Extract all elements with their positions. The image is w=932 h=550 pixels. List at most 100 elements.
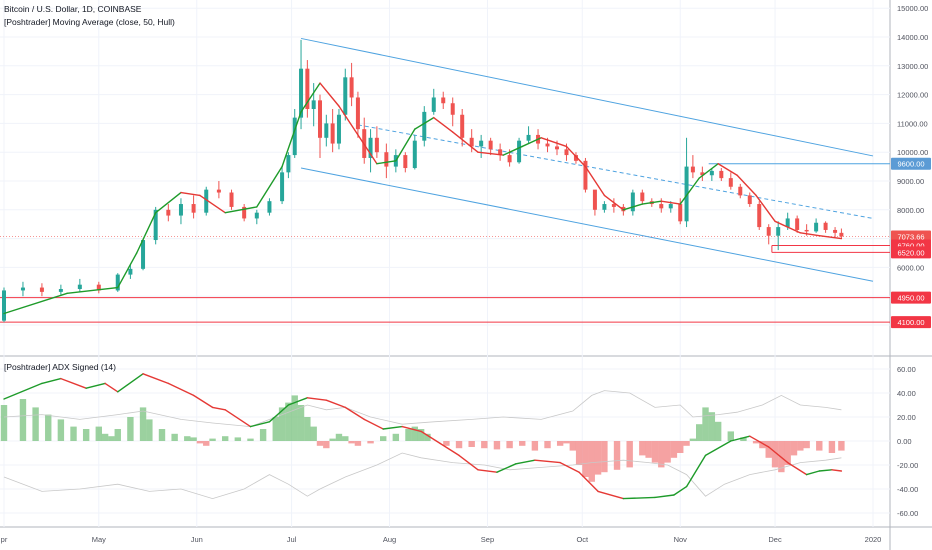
adx-line-segment [578, 471, 599, 493]
adx-tick-label: -40.00 [897, 485, 918, 494]
adx-tick-label: -60.00 [897, 509, 918, 518]
candle-body [709, 170, 714, 176]
adx-histogram-bar [354, 441, 362, 446]
hull-ma-segment [477, 151, 504, 156]
candle-body [738, 186, 743, 196]
plus-di-line [3, 390, 842, 428]
candle-body [450, 103, 455, 115]
candle-body [602, 204, 607, 210]
candle-body [141, 240, 146, 269]
x-tick-label: Nov [674, 535, 688, 544]
adx-histogram-bar [285, 402, 292, 441]
adx-line-segment [3, 382, 43, 400]
candle-body [573, 155, 578, 161]
candle-body [58, 289, 63, 292]
price-axis[interactable]: 15000.00 14000.00 13000.00 12000.00 11000.00… [891, 4, 931, 330]
candle-body [564, 149, 569, 156]
adx-histogram-bar [838, 441, 845, 451]
candle-body [191, 204, 196, 213]
adx-histogram-bar [828, 441, 836, 453]
candle-body [526, 134, 531, 141]
candle-body [330, 123, 335, 144]
candle-body [422, 111, 427, 141]
time-axis[interactable]: pr May Jun Jul Aug Sep Oct Nov Dec 2020 [1, 535, 882, 544]
adx-histogram-bar [702, 407, 709, 441]
hull-ma-segment [224, 206, 258, 214]
symbol-legend[interactable]: Bitcoin / U.S. Dollar, 1D, COINBASE [4, 4, 142, 14]
candle-body [659, 204, 664, 209]
adx-histogram-bar [70, 426, 77, 441]
adx-histogram-bar [714, 421, 722, 441]
adx-line-segment [287, 397, 309, 406]
adx-histogram-bar [190, 437, 197, 441]
candle-body [630, 192, 635, 212]
adx-histogram-bar [481, 441, 488, 449]
adx-histogram-bar [139, 407, 147, 441]
hull-ma-segment [755, 194, 776, 223]
candle-body [286, 155, 291, 173]
adx-histogram-bar [556, 441, 564, 446]
adx-lines [3, 373, 843, 500]
adx-histogram-bar [601, 441, 608, 473]
candle-body [349, 77, 354, 98]
hull-ma-segment [3, 292, 68, 315]
x-tick-label: Sep [481, 535, 494, 544]
candle-body [823, 222, 828, 230]
adx-histogram-bar [645, 441, 652, 458]
adx-histogram-bar [683, 441, 690, 446]
adx-line-segment [805, 470, 820, 476]
adx-legend[interactable]: [Poshtrader] ADX Signed (14) [4, 362, 116, 372]
adx-line-segment [142, 373, 170, 385]
hull-ma-segment [357, 134, 378, 165]
adx-histogram-bar [803, 441, 810, 449]
adx-line-segment [458, 454, 479, 471]
adx-histogram-bar [278, 407, 286, 441]
adx-histogram-bar [531, 441, 539, 451]
adx-histogram-bar [234, 437, 242, 441]
adx-histogram-bar [790, 441, 798, 456]
adx-line-segment [559, 461, 580, 473]
adx-histogram-bar [519, 441, 526, 446]
adx-line-segment [477, 469, 498, 473]
adx-histogram-bar [304, 417, 311, 441]
price-label: 4950.00 [897, 294, 924, 303]
hull-ma-segment [717, 163, 738, 176]
adx-histogram-bar [658, 441, 665, 468]
adx-histogram-bar [380, 436, 387, 441]
adx-histogram-bar [158, 429, 166, 441]
hull-ma-segment [281, 111, 302, 168]
candle-body [728, 178, 733, 187]
adx-histogram-bar [765, 441, 772, 458]
candle-body [324, 123, 329, 138]
adx-histogram-bar [569, 441, 576, 451]
hull-ma-segment [180, 191, 201, 197]
adx-histogram-bar [323, 441, 330, 449]
adx-axis[interactable]: 60.00 40.00 20.00 0.00 -20.00 -40.00 -60.00 [897, 365, 918, 518]
candle-body [318, 100, 322, 138]
candle-body [479, 140, 484, 147]
adx-line-segment [249, 421, 271, 428]
hull-ma-segment [117, 252, 138, 289]
descending-channel [300, 37, 874, 282]
candle-body [555, 146, 559, 150]
adx-tick-label: 60.00 [897, 365, 916, 374]
candle-body [216, 189, 221, 193]
hull-ma-segment [452, 131, 479, 153]
price-label: 6760.00 [897, 242, 924, 251]
hull-ma-segment [395, 128, 416, 162]
candle-body [115, 274, 120, 291]
adx-histogram-bar [316, 441, 324, 446]
adx-line-segment [831, 469, 843, 472]
y-tick-label: 6000.00 [897, 263, 924, 272]
candle-body [311, 100, 316, 109]
adx-histogram-bar [455, 441, 463, 449]
adx-line-segment [401, 425, 422, 433]
hull-ma-legend[interactable]: [Poshtrader] Moving Average (close, 50, … [4, 17, 175, 27]
adx-histogram-bar [57, 419, 65, 441]
channel-middle-line [357, 124, 874, 219]
y-tick-label: 14000.00 [897, 33, 928, 42]
adx-line-segment [117, 373, 144, 393]
adx-line-segment [515, 459, 536, 465]
price-label: 4100.00 [897, 318, 924, 327]
